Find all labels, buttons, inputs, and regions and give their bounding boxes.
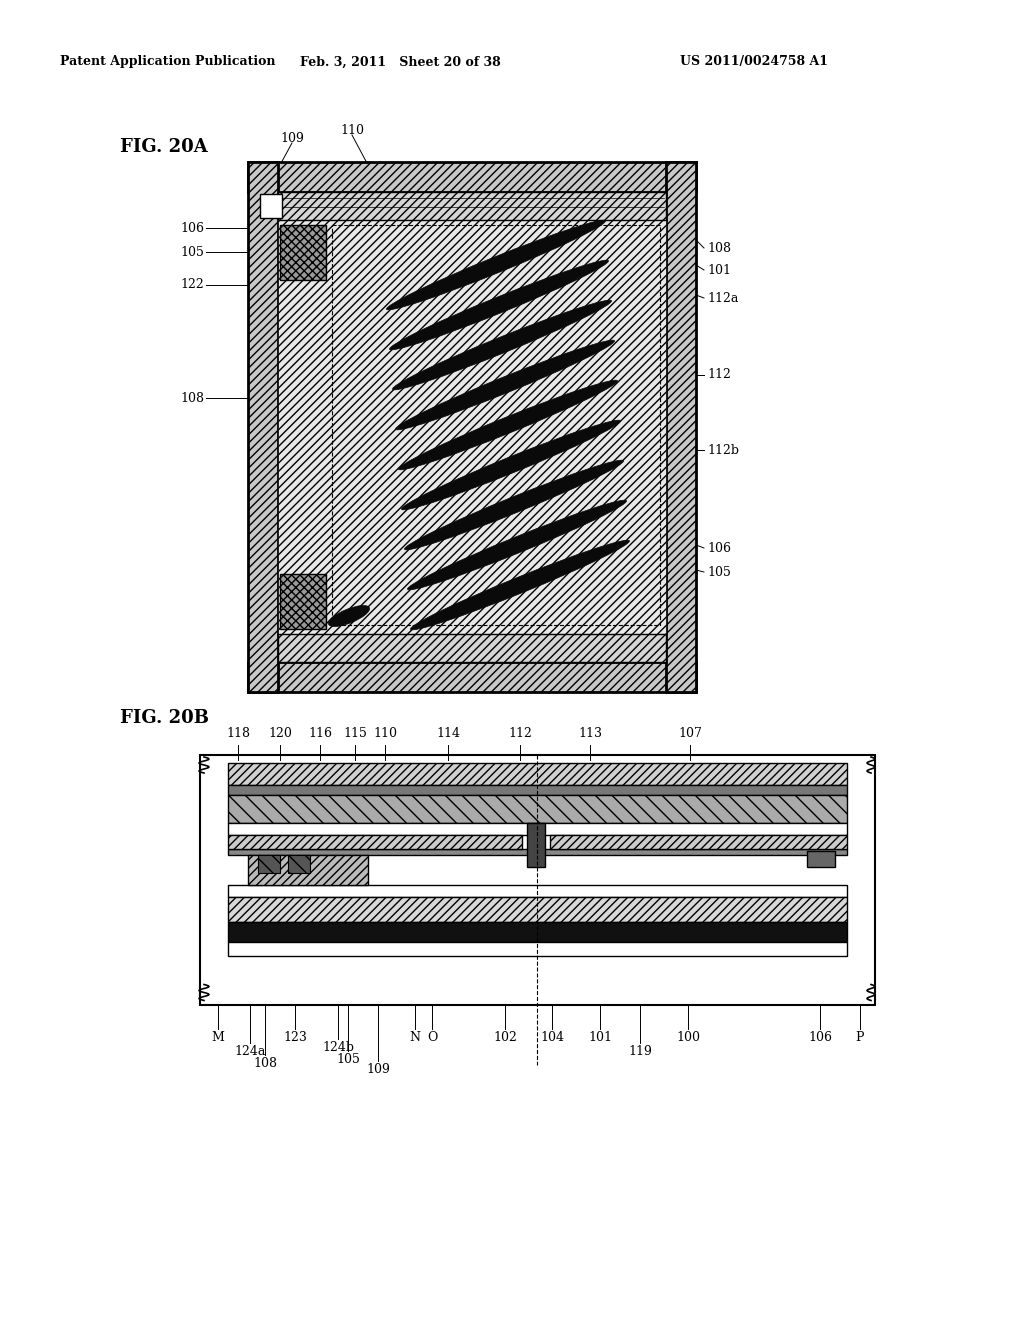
- Text: 109: 109: [366, 1063, 390, 1076]
- Ellipse shape: [329, 606, 370, 627]
- Text: 124b: 124b: [322, 1041, 354, 1053]
- Text: 116: 116: [308, 727, 332, 741]
- Bar: [666, 162, 696, 692]
- Ellipse shape: [395, 341, 614, 430]
- Bar: [228, 942, 847, 956]
- Text: Feb. 3, 2011   Sheet 20 of 38: Feb. 3, 2011 Sheet 20 of 38: [300, 55, 501, 69]
- Bar: [288, 855, 310, 873]
- Ellipse shape: [398, 380, 617, 470]
- Text: 105: 105: [336, 1053, 360, 1067]
- Text: 124a: 124a: [234, 1045, 265, 1059]
- Bar: [550, 836, 847, 849]
- Text: FIG. 20B: FIG. 20B: [120, 709, 209, 727]
- Text: 118: 118: [226, 727, 250, 741]
- Bar: [228, 898, 847, 921]
- Bar: [260, 194, 282, 218]
- Text: 101: 101: [588, 1031, 612, 1044]
- Bar: [200, 755, 874, 1005]
- Ellipse shape: [386, 220, 605, 310]
- Ellipse shape: [411, 540, 630, 630]
- Text: Patent Application Publication: Patent Application Publication: [60, 55, 275, 69]
- Ellipse shape: [401, 420, 621, 510]
- Text: 123: 123: [283, 1031, 307, 1044]
- Text: N: N: [410, 1031, 421, 1044]
- Bar: [527, 822, 545, 867]
- Text: 108: 108: [180, 392, 204, 404]
- Bar: [228, 822, 847, 836]
- Text: 115: 115: [343, 727, 367, 741]
- Text: 106: 106: [180, 222, 204, 235]
- Text: 114: 114: [436, 727, 460, 741]
- Bar: [332, 224, 660, 624]
- Text: 106: 106: [808, 1031, 831, 1044]
- Text: O: O: [427, 1031, 437, 1044]
- Text: 119: 119: [628, 1045, 652, 1059]
- Text: 112: 112: [707, 368, 731, 381]
- Text: 108: 108: [253, 1057, 278, 1071]
- Bar: [278, 191, 666, 220]
- Bar: [278, 634, 666, 663]
- Bar: [280, 574, 326, 630]
- Text: 108: 108: [707, 242, 731, 255]
- Ellipse shape: [404, 461, 624, 550]
- Text: 107: 107: [678, 727, 701, 741]
- Text: FIG. 20A: FIG. 20A: [120, 139, 208, 156]
- Text: 101: 101: [707, 264, 731, 276]
- Text: 105: 105: [180, 246, 204, 259]
- Bar: [258, 855, 280, 873]
- Bar: [228, 763, 847, 785]
- Ellipse shape: [408, 500, 627, 590]
- Text: 122: 122: [180, 279, 204, 292]
- Bar: [248, 855, 368, 884]
- Text: 110: 110: [340, 124, 364, 136]
- Bar: [228, 921, 847, 942]
- Text: 102: 102: [494, 1031, 517, 1044]
- Bar: [248, 162, 696, 191]
- Bar: [228, 785, 847, 795]
- Ellipse shape: [389, 260, 608, 350]
- Text: 106: 106: [707, 541, 731, 554]
- Text: 109: 109: [280, 132, 304, 144]
- Bar: [228, 884, 847, 898]
- Text: 100: 100: [676, 1031, 700, 1044]
- Bar: [228, 795, 847, 822]
- Bar: [280, 224, 326, 280]
- Text: US 2011/0024758 A1: US 2011/0024758 A1: [680, 55, 828, 69]
- Text: 112b: 112b: [707, 444, 739, 457]
- Text: 110: 110: [373, 727, 397, 741]
- Bar: [278, 220, 666, 634]
- Bar: [228, 849, 847, 855]
- Bar: [807, 851, 835, 867]
- Ellipse shape: [392, 300, 611, 389]
- Bar: [248, 663, 696, 692]
- Text: 104: 104: [540, 1031, 564, 1044]
- Bar: [228, 836, 522, 849]
- Text: P: P: [856, 1031, 864, 1044]
- Text: 112: 112: [508, 727, 531, 741]
- Text: 112a: 112a: [707, 292, 738, 305]
- Text: 120: 120: [268, 727, 292, 741]
- Bar: [248, 162, 278, 692]
- Text: 113: 113: [578, 727, 602, 741]
- Text: M: M: [212, 1031, 224, 1044]
- Text: 105: 105: [707, 565, 731, 578]
